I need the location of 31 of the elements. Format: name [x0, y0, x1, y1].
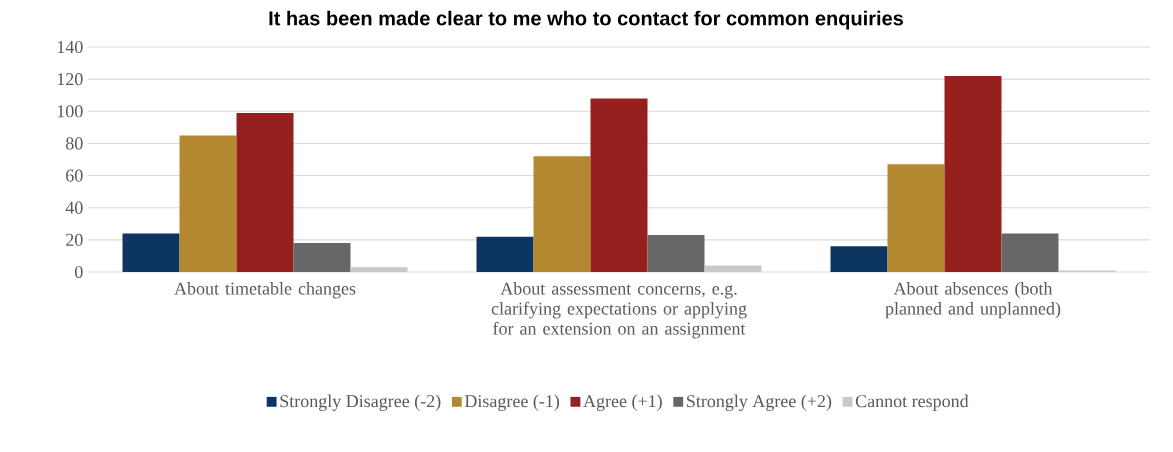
x-tick-label: About assessment concerns, e.g. clarifying expectations or applying for an extension on an assignment — [491, 282, 747, 339]
bar — [533, 156, 591, 272]
legend-label: Agree (+1) — [583, 394, 662, 411]
y-tick-label: 100 — [57, 105, 83, 118]
bar — [476, 236, 534, 272]
x-tick-label: About absences (both planned and unplanned) — [885, 282, 1061, 319]
bar — [122, 233, 180, 272]
bar — [293, 243, 351, 272]
chart-title: It has been made clear to me who to contact for common enquiries — [269, 10, 903, 30]
bar — [704, 265, 762, 272]
y-tick-label: 20 — [66, 233, 83, 246]
legend-label: Disagree (-1) — [464, 394, 560, 411]
bar — [590, 98, 648, 272]
bar — [179, 135, 237, 272]
bar — [350, 267, 408, 272]
legend-label: Strongly Disagree (-2) — [280, 394, 441, 411]
y-tick-label: 60 — [66, 169, 83, 182]
legend-label: Cannot respond — [855, 394, 969, 411]
y-tick-label: 140 — [57, 40, 83, 54]
x-tick-label: About timetable changes — [174, 282, 356, 299]
bar — [944, 75, 1002, 272]
y-tick-label: 0 — [74, 265, 83, 279]
y-tick-label: 120 — [57, 73, 83, 86]
legend-label: Strongly Agree (+2) — [687, 394, 832, 411]
bar — [236, 112, 294, 272]
bar — [647, 235, 705, 272]
bar — [830, 246, 888, 272]
bar — [1001, 233, 1059, 272]
bar — [887, 164, 945, 272]
y-tick-label: 40 — [65, 201, 83, 214]
y-tick-label: 80 — [65, 137, 83, 150]
